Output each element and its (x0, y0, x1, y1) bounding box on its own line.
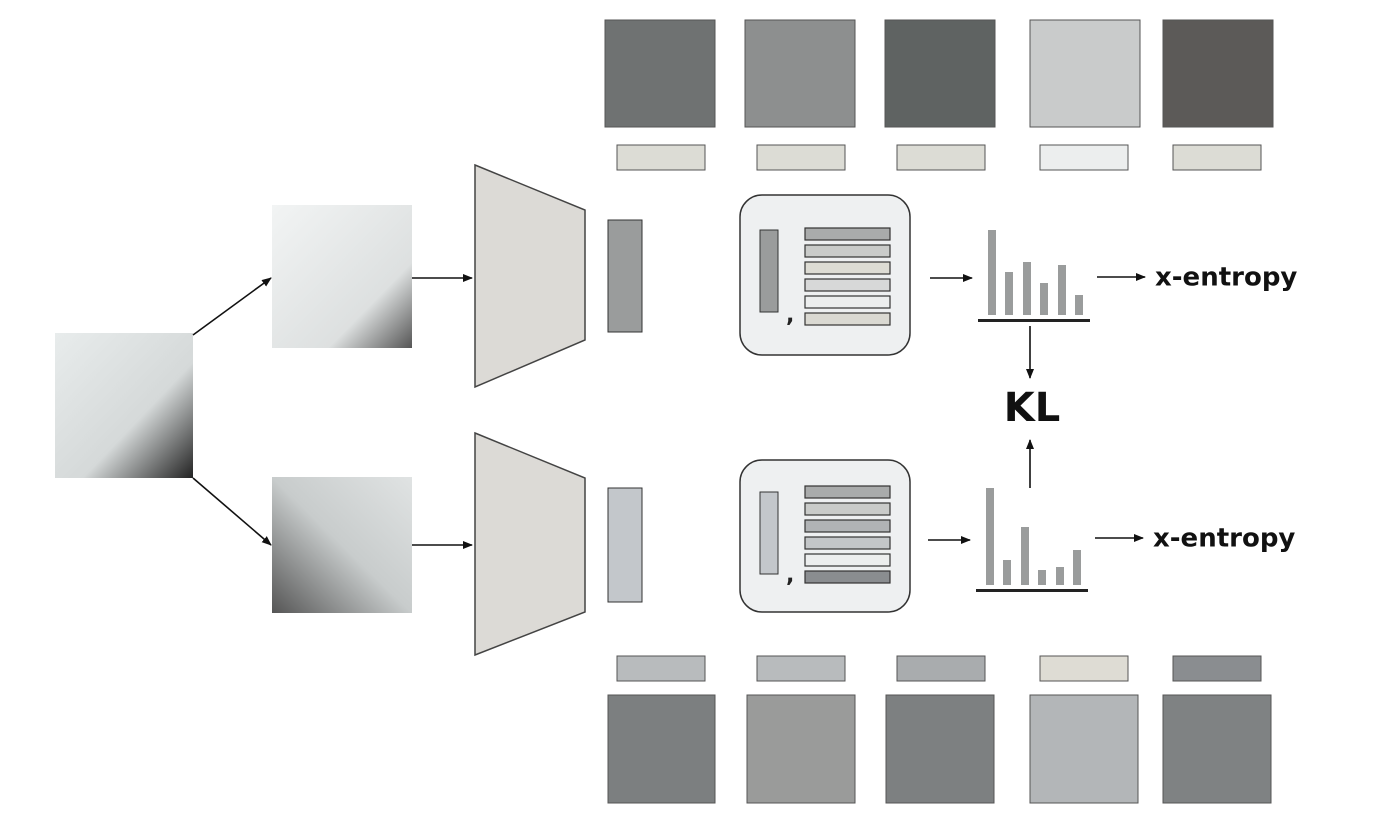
similarity-box (739, 459, 911, 613)
similarity-box (739, 194, 911, 356)
loss-label: x-entropy (1153, 524, 1295, 554)
input-image (55, 333, 193, 478)
loss-label: x-entropy (1155, 263, 1297, 293)
crop-image (272, 477, 412, 613)
separator: , (786, 303, 794, 328)
embedding (607, 219, 643, 333)
embedding (607, 487, 643, 603)
separator: , (786, 563, 794, 588)
arrows (192, 273, 1146, 549)
kl-label: KL (1004, 385, 1060, 431)
encoder (474, 163, 586, 389)
histogram (978, 230, 1090, 322)
support-thumbnails (604, 19, 1274, 804)
crop-image (272, 205, 412, 348)
encoder (474, 431, 586, 657)
histogram (976, 488, 1088, 592)
